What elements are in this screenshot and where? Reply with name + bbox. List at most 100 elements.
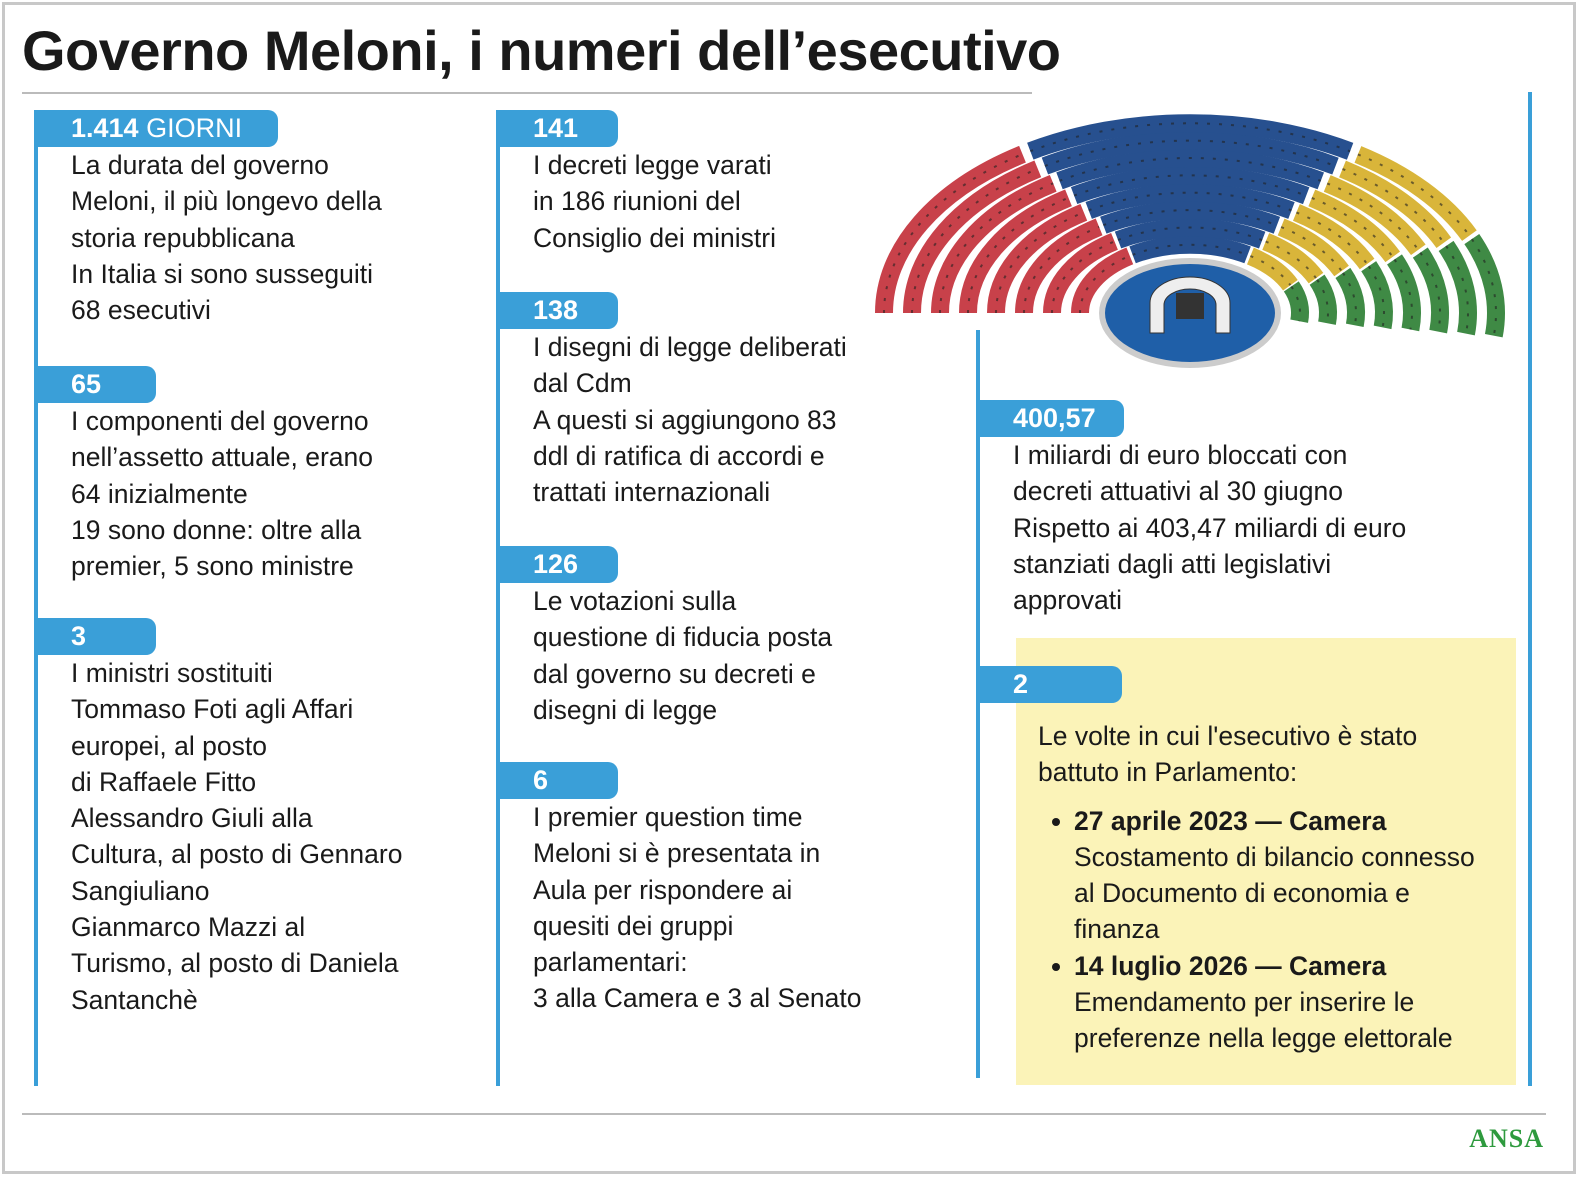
seat-row-edge xyxy=(1250,255,1292,286)
number-badge: 2 xyxy=(978,666,1122,703)
title-rule xyxy=(22,92,1032,94)
text-line: Consiglio dei ministri xyxy=(533,222,777,253)
text-line: disegni di legge xyxy=(533,694,718,725)
text-line: nell’assetto attuale, erano xyxy=(71,442,374,473)
item-text: I disegni di legge deliberati dal Cdm A qu… xyxy=(498,329,847,510)
text-line: premier, 5 sono ministre xyxy=(71,551,354,582)
text-line: 3 alla Camera e 3 al Senato xyxy=(533,983,862,1014)
seat-row-edge xyxy=(1132,243,1248,256)
source-logo: ANSA xyxy=(1469,1124,1544,1153)
seat-row-edge xyxy=(967,196,1069,314)
seat-row-edge xyxy=(1290,285,1301,322)
seat-row xyxy=(1361,261,1393,330)
column-line xyxy=(1528,92,1532,1086)
text-line: 64 inizialmente xyxy=(71,478,248,509)
seat-row xyxy=(931,174,1057,314)
seat-row xyxy=(1041,131,1339,175)
stat-item: 2 xyxy=(978,666,1122,703)
text-line: In Italia si sono susseguiti xyxy=(71,258,373,289)
footer-rule xyxy=(22,1113,1546,1115)
seat-row xyxy=(1412,247,1449,334)
number-badge: 6 xyxy=(498,762,618,799)
number-badge: 400,57 xyxy=(978,400,1124,437)
number-badge: 141 xyxy=(498,110,618,147)
text-line: La durata del governo xyxy=(71,150,329,180)
text-line: ddl di ratifica di accordi e xyxy=(533,440,825,471)
text-line: di Raffaele Fitto xyxy=(71,766,257,797)
seat-row-edge xyxy=(1059,157,1322,182)
text-line: Rispetto ai 403,47 miliardi di euro xyxy=(1013,512,1407,543)
seat-row-edge xyxy=(1326,182,1420,251)
badge-unit: GIORNI xyxy=(146,113,243,143)
text-line: Le votazioni sulla xyxy=(533,586,737,616)
number-badge: 138 xyxy=(498,292,618,329)
text-line: Alessandro Giuli alla xyxy=(71,803,313,834)
text-line: Santanchè xyxy=(71,984,198,1015)
seat-row xyxy=(1308,189,1401,263)
item-text: Le volte in cui l'esecutivo è stato battu… xyxy=(1016,638,1516,791)
badge-number: 400,57 xyxy=(1013,403,1096,433)
bullet-heading: 27 aprile 2023 — Camera xyxy=(1074,805,1387,836)
parliament-illustration xyxy=(875,114,1505,368)
seat-row xyxy=(1071,247,1134,314)
seat-row-edge xyxy=(1342,272,1357,326)
text-line: approvati xyxy=(1013,585,1123,616)
number-badge: 3 xyxy=(36,618,156,655)
text-line: I disegni di legge deliberati xyxy=(533,332,847,362)
text-line: I componenti del governo xyxy=(71,406,369,436)
badge-number: 1.414 xyxy=(71,113,139,143)
column-line xyxy=(496,110,500,1086)
stat-item: 3 I ministri sostituiti Tommaso Foti agli … xyxy=(36,618,402,1018)
bullet: 14 luglio 2026 — Camera Emendamento per i… xyxy=(1052,948,1516,1057)
text-line: I decreti legge varati xyxy=(533,150,772,180)
text-line: storia repubblicana xyxy=(71,222,295,253)
item-text: La durata del governo Meloni, il più long… xyxy=(36,147,382,328)
seat-row xyxy=(1339,160,1452,249)
seat-row-edge xyxy=(1073,174,1307,197)
seat-row xyxy=(1309,274,1337,325)
seat-row xyxy=(1283,281,1309,323)
text-line: Tommaso Foti agli Affari xyxy=(71,694,354,725)
badge-number: 6 xyxy=(533,765,549,795)
text-line: I ministri sostituiti xyxy=(71,658,273,688)
bullet-list: 27 aprile 2023 — Camera Scostamento di bi… xyxy=(1016,803,1516,1057)
text-line: preferenze nella legge elettorale xyxy=(1074,1023,1453,1054)
text-line: dal governo su decreti e xyxy=(533,658,816,689)
text-line: Sangiuliano xyxy=(71,875,210,906)
item-text: I componenti del governo nell’assetto att… xyxy=(36,403,373,584)
text-line: Turismo, al posto di Daniela xyxy=(71,948,399,979)
text-line: questione di fiducia posta xyxy=(533,622,833,653)
item-text: Le votazioni sulla questione di fiducia p… xyxy=(498,583,832,728)
text-line: Emendamento per inserire le xyxy=(1074,987,1415,1018)
speaker-bench xyxy=(1176,293,1204,319)
bullet-heading: 14 luglio 2026 — Camera xyxy=(1074,950,1387,981)
item-text: I miliardi di euro bloccati con decreti a… xyxy=(978,437,1406,618)
text-line: stanziati dagli atti legislativi xyxy=(1013,548,1332,579)
stat-item: 400,57 I miliardi di euro bloccati con dec… xyxy=(978,400,1406,618)
text-line: finanza xyxy=(1074,914,1160,945)
text-line: Gianmarco Mazzi al xyxy=(71,912,306,943)
text-line: Cultura, al posto di Gennaro xyxy=(71,839,403,870)
badge-number: 126 xyxy=(533,549,579,579)
seat-row xyxy=(1464,234,1505,338)
seat-row-edge xyxy=(911,167,1039,314)
badge-number: 3 xyxy=(71,621,87,651)
stat-item: 6 I premier question time Meloni si è pres… xyxy=(498,762,862,1017)
item-text: I ministri sostituiti Tommaso Foti agli A… xyxy=(36,655,402,1018)
column-line xyxy=(34,110,38,1086)
seat-row xyxy=(1335,267,1365,328)
seat-row xyxy=(1100,201,1281,234)
text-line: trattati internazionali xyxy=(533,477,771,508)
text-line: al Documento di economia e xyxy=(1074,878,1410,909)
text-line: I premier question time xyxy=(533,802,803,832)
item-text: I premier question time Meloni si è prese… xyxy=(498,799,862,1017)
text-line: 68 esecutivi xyxy=(71,295,211,326)
title: Governo Meloni, i numeri dell’esecutivo xyxy=(22,19,1061,82)
seat-row xyxy=(1027,114,1354,160)
badge-number: 2 xyxy=(1013,669,1029,699)
text-line: I miliardi di euro bloccati con xyxy=(1013,440,1348,470)
seat-row xyxy=(1292,204,1375,270)
badge-number: 65 xyxy=(71,369,102,399)
